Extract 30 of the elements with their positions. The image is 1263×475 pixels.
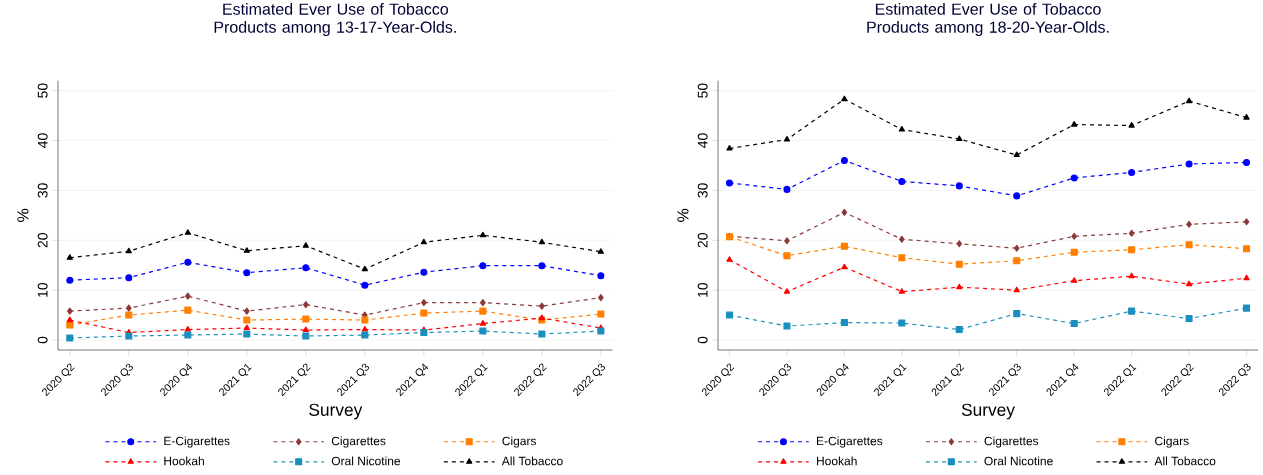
y-tick-label: 30: [697, 183, 708, 198]
y-axis-title: %: [17, 208, 29, 222]
y-axis-title: %: [677, 208, 689, 222]
x-axis-title: Survey: [961, 403, 1015, 420]
legend-label: Oral Nicotine: [331, 456, 401, 466]
legend-label: E-Cigarettes: [817, 436, 883, 448]
legend-label: All Tobacco: [1154, 456, 1216, 466]
legend-label: Cigars: [502, 436, 537, 448]
legend-label: Hookah: [164, 456, 204, 466]
legend-label: Cigars: [1155, 436, 1189, 448]
y-tick-label: 50: [697, 83, 708, 98]
y-tick-label: 50: [37, 83, 48, 98]
legend-label: Oral Nicotine: [984, 456, 1053, 466]
y-tick-label: 40: [697, 133, 708, 148]
legend-label: Cigarettes: [984, 436, 1039, 448]
chart-title: Estimated Ever Use of Tobacco Products among 18-20-Year-Olds.: [867, 3, 1109, 36]
legend-label: E-Cigarettes: [164, 436, 230, 448]
y-tick-label: 20: [697, 233, 708, 248]
y-tick-label: 40: [37, 133, 48, 148]
x-axis-title: Survey: [309, 403, 363, 420]
y-tick-label: 10: [697, 282, 708, 297]
y-tick-label: 10: [37, 282, 48, 297]
y-tick-label: 0: [697, 336, 708, 344]
legend-label: Cigarettes: [331, 436, 386, 448]
chart-title: Estimated Ever Use of Tobacco Products among 13-17-Year-Olds.: [214, 3, 456, 36]
y-tick-label: 30: [37, 183, 48, 198]
legend-label: All Tobacco: [501, 456, 563, 466]
y-tick-label: 0: [37, 336, 48, 344]
legend-label: Hookah: [817, 456, 857, 466]
y-tick-label: 20: [37, 233, 48, 248]
